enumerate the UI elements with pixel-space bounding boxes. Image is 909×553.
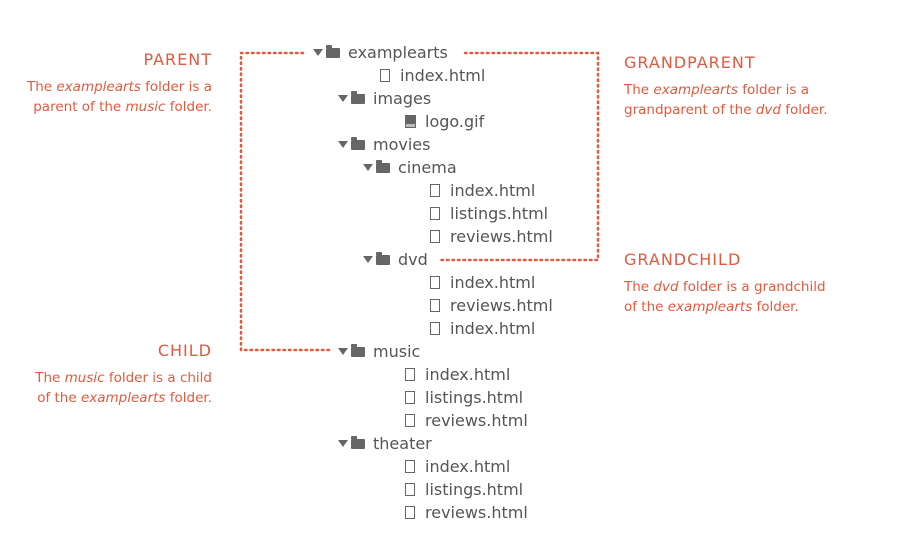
caret-down-icon[interactable] — [338, 347, 348, 355]
tree-item-label: theater — [373, 433, 432, 453]
file-icon — [405, 482, 415, 496]
tree-item-label: index.html — [450, 180, 536, 200]
folder-icon — [376, 252, 390, 265]
file-icon — [405, 367, 415, 381]
child-desc-line-1: The music folder is a child — [35, 370, 212, 386]
tree-item-label: reviews.html — [425, 502, 528, 522]
file-row[interactable]: logo.gif — [405, 110, 484, 132]
parent-child-connector — [239, 51, 332, 352]
file-row[interactable]: reviews.html — [405, 409, 528, 431]
child-desc-line-2: of the examplearts folder. — [37, 390, 212, 406]
file-row[interactable]: reviews.html — [430, 294, 553, 316]
grandchild-title: GRANDCHILD — [624, 250, 742, 269]
folder-icon — [351, 344, 365, 357]
tree-item-label: index.html — [425, 364, 511, 384]
tree-item-label: examplearts — [348, 42, 448, 62]
file-icon — [405, 459, 415, 473]
folder-icon — [376, 160, 390, 173]
parent-title: PARENT — [143, 50, 212, 69]
tree-item-label: index.html — [400, 65, 486, 85]
folder-icon — [351, 91, 365, 104]
folder-row[interactable]: images — [338, 87, 431, 109]
grandparent-grandchild-connector — [438, 51, 600, 262]
file-row[interactable]: index.html — [430, 317, 535, 339]
parent-desc-line-2: parent of the music folder. — [33, 99, 212, 115]
file-icon — [405, 390, 415, 404]
file-row[interactable]: reviews.html — [405, 501, 528, 523]
file-icon — [430, 229, 440, 243]
file-icon — [405, 413, 415, 427]
file-icon — [430, 206, 440, 220]
file-row[interactable]: listings.html — [405, 478, 523, 500]
file-icon — [430, 275, 440, 289]
file-row[interactable]: index.html — [405, 363, 510, 385]
tree-item-label: cinema — [398, 157, 457, 177]
grandparent-title: GRANDPARENT — [624, 53, 756, 72]
grandparent-description: The examplearts folder is a grandparent … — [624, 80, 894, 120]
folder-row[interactable]: dvd — [363, 248, 428, 270]
folder-icon — [326, 45, 340, 58]
file-icon — [430, 298, 440, 312]
caret-down-icon[interactable] — [313, 48, 323, 56]
caret-down-icon[interactable] — [338, 140, 348, 148]
grandchild-desc-line-1: The dvd folder is a grandchild — [624, 279, 826, 295]
file-row[interactable]: index.html — [430, 179, 535, 201]
child-title: CHILD — [157, 341, 212, 360]
folder-row[interactable]: theater — [338, 432, 432, 454]
tree-item-label: index.html — [450, 318, 536, 338]
tree-item-label: logo.gif — [425, 111, 485, 131]
file-icon — [430, 183, 440, 197]
file-row[interactable]: index.html — [380, 64, 485, 86]
tree-item-label: music — [373, 341, 421, 361]
grandparent-desc-line-1: The examplearts folder is a — [624, 82, 810, 98]
grandparent-desc-line-2: grandparent of the dvd folder. — [624, 102, 828, 118]
tree-item-label: index.html — [450, 272, 536, 292]
tree-item-label: listings.html — [425, 387, 524, 407]
parent-desc-line-1: The examplearts folder is a — [26, 79, 212, 95]
tree-item-label: dvd — [398, 249, 428, 269]
image-file-icon — [405, 114, 416, 128]
folder-icon — [351, 137, 365, 150]
caret-down-icon[interactable] — [338, 94, 348, 102]
grandchild-desc-line-2: of the examplearts folder. — [624, 299, 799, 315]
tree-item-label: reviews.html — [425, 410, 528, 430]
folder-icon — [351, 436, 365, 449]
tree-item-label: listings.html — [425, 479, 524, 499]
file-row[interactable]: listings.html — [430, 202, 548, 224]
tree-item-label: images — [373, 88, 432, 108]
file-row[interactable]: index.html — [405, 455, 510, 477]
file-icon — [405, 505, 415, 519]
file-icon — [380, 68, 390, 82]
child-description: The music folder is a child of the examp… — [12, 368, 212, 408]
grandchild-description: The dvd folder is a grandchild of the ex… — [624, 277, 894, 317]
folder-row[interactable]: cinema — [363, 156, 457, 178]
parent-description: The examplearts folder is a parent of th… — [12, 77, 212, 117]
caret-down-icon[interactable] — [363, 163, 373, 171]
folder-row[interactable]: movies — [338, 133, 430, 155]
file-icon — [430, 321, 440, 335]
folder-row[interactable]: music — [338, 340, 420, 362]
caret-down-icon[interactable] — [363, 255, 373, 263]
file-row[interactable]: listings.html — [405, 386, 523, 408]
folder-row[interactable]: examplearts — [313, 41, 448, 63]
tree-item-label: index.html — [425, 456, 511, 476]
caret-down-icon[interactable] — [338, 439, 348, 447]
tree-item-label: movies — [373, 134, 431, 154]
tree-item-label: reviews.html — [450, 226, 553, 246]
file-row[interactable]: index.html — [430, 271, 535, 293]
file-row[interactable]: reviews.html — [430, 225, 553, 247]
tree-item-label: listings.html — [450, 203, 549, 223]
tree-item-label: reviews.html — [450, 295, 553, 315]
